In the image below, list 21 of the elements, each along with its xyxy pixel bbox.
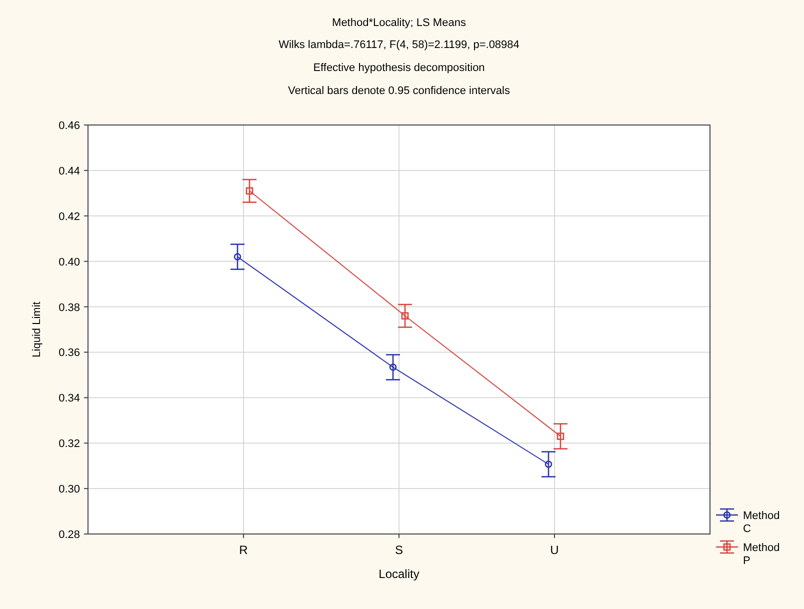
text: Vertical bars denote 0.95 confidence intervals [288,85,510,97]
y-tick-label: 0.42 [58,210,80,223]
chart-subtitle: Wilks lambda=.76117, F(4, 58)=2.1199, p=.08984 [278,39,520,51]
y-tick-label: 0.34 [58,392,80,405]
y-axis-title: Liquid Limit [31,302,43,358]
y-tick-label: 0.46 [58,120,80,132]
legend-label: Method C [743,510,780,535]
chart-title: Method*Locality; LS Means [332,17,466,29]
y-tick-label: 0.36 [58,347,80,360]
y-tick-label: 0.38 [58,302,80,314]
y-tick-label: 0.30 [58,484,80,496]
y-tick-label: 0.40 [58,256,80,268]
x-tick-label: U [550,543,559,557]
x-tick-label: R [239,543,248,557]
x-axis-title: Locality [378,567,420,581]
text: Effective hypothesis decomposition [313,62,485,74]
y-tick-label: 0.28 [58,529,80,541]
y-tick-label: 0.44 [58,165,80,178]
x-tick-label: S [394,543,404,557]
legend-label: Method P [743,542,780,567]
y-tick-label: 0.32 [58,438,80,450]
